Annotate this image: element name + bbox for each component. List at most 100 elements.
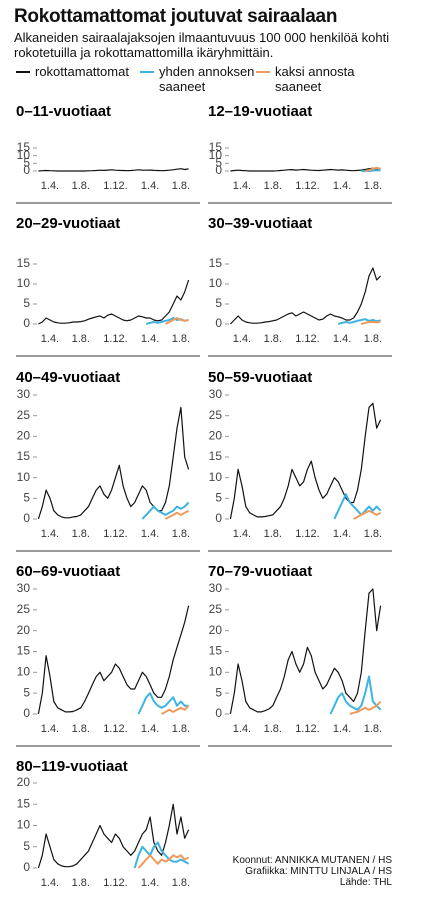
y-tick-label: 15 (17, 449, 31, 463)
x-tick-label: 1.12. (295, 180, 319, 192)
x-tick-label: 1.8. (364, 180, 382, 192)
y-tick-label: 0 (215, 163, 222, 177)
y-tick-label: 0 (215, 511, 222, 525)
x-tick-label: 1.8. (72, 333, 90, 345)
legend-label: kaksi annosta saaneet (275, 64, 355, 94)
y-tick-label: 5 (23, 491, 30, 505)
x-tick-label: 1.8. (364, 723, 382, 735)
x-tick-label: 1.12. (103, 333, 127, 345)
x-tick-label: 1.8. (72, 528, 90, 540)
series-line (349, 700, 382, 715)
series-line (229, 402, 382, 520)
series-line (165, 509, 190, 520)
x-tick-label: 1.12. (295, 528, 319, 540)
y-tick-label: 10 (17, 818, 31, 832)
x-tick-label: 1.8. (364, 528, 382, 540)
y-tick-label: 20 (209, 429, 223, 443)
series-line (353, 509, 382, 520)
x-tick-label: 1.4. (41, 723, 59, 735)
legend-swatch (256, 71, 270, 73)
legend-swatch (16, 71, 30, 73)
panel-title: 30–39-vuotiaat (208, 215, 312, 232)
x-tick-label: 1.4. (233, 333, 251, 345)
series-line (229, 267, 382, 325)
y-tick-label: 5 (215, 156, 222, 170)
panel-title: 20–29-vuotiaat (16, 215, 120, 232)
x-tick-label: 1.12. (103, 877, 127, 889)
legend-item: rokottamattomat (16, 64, 136, 79)
legend-label: rokottamattomat (35, 64, 129, 79)
y-tick-label: 30 (17, 387, 31, 401)
x-tick-label: 1.4. (141, 333, 159, 345)
x-tick-label: 1.4. (333, 333, 351, 345)
x-tick-label: 1.8. (264, 180, 282, 192)
y-tick-label: 30 (209, 387, 223, 401)
legend-swatch (140, 71, 154, 73)
y-tick-label: 25 (17, 602, 31, 616)
y-tick-label: 15 (209, 449, 223, 463)
y-tick-label: 5 (23, 296, 30, 310)
x-tick-label: 1.8. (72, 180, 90, 192)
y-tick-label: 25 (209, 408, 223, 422)
x-tick-label: 1.4. (41, 528, 59, 540)
x-tick-label: 1.12. (103, 723, 127, 735)
series-line (37, 605, 190, 715)
y-tick-label: 5 (215, 685, 222, 699)
series-line (229, 588, 382, 715)
y-tick-label: 0 (23, 511, 30, 525)
x-tick-label: 1.12. (103, 180, 127, 192)
legend-item: yhden annoksen saaneet (140, 64, 258, 94)
x-tick-label: 1.8. (72, 877, 90, 889)
y-tick-label: 15 (17, 256, 31, 270)
y-tick-label: 0 (215, 706, 222, 720)
x-tick-label: 1.8. (264, 723, 282, 735)
y-tick-label: 25 (209, 602, 223, 616)
y-tick-label: 5 (215, 491, 222, 505)
series-line (37, 803, 190, 869)
series-line (137, 854, 190, 869)
y-tick-label: 10 (17, 470, 31, 484)
y-tick-label: 5 (215, 296, 222, 310)
x-tick-label: 1.8. (72, 723, 90, 735)
legend-label: yhden annoksen saaneet (159, 64, 255, 94)
series-line (137, 692, 189, 715)
y-tick-label: 0 (23, 316, 30, 330)
credits: Koonnut: ANNIKKA MUTANEN / HS Grafiikka:… (233, 855, 392, 888)
x-tick-label: 1.8. (172, 877, 190, 889)
y-tick-label: 5 (23, 156, 30, 170)
series-line (329, 675, 382, 715)
x-tick-label: 1.12. (295, 723, 319, 735)
y-tick-label: 20 (209, 623, 223, 637)
series-line (38, 168, 189, 172)
y-tick-label: 10 (209, 148, 223, 162)
y-tick-label: 0 (215, 316, 222, 330)
y-tick-label: 10 (209, 470, 223, 484)
series-line (37, 406, 190, 520)
x-tick-label: 1.4. (141, 723, 159, 735)
y-tick-label: 10 (209, 276, 223, 290)
y-tick-label: 30 (17, 581, 31, 595)
y-tick-label: 15 (17, 644, 31, 658)
y-tick-label: 20 (17, 429, 31, 443)
y-tick-label: 5 (23, 839, 30, 853)
credit-line: Grafiikka: MINTTU LINJALA / HS (245, 866, 392, 877)
panel-title: 40–49-vuotiaat (16, 369, 120, 386)
x-tick-label: 1.12. (103, 528, 127, 540)
series-line (333, 493, 382, 520)
y-tick-label: 25 (17, 408, 31, 422)
panel-title: 70–79-vuotiaat (208, 563, 312, 580)
x-tick-label: 1.4. (333, 528, 351, 540)
x-tick-label: 1.8. (172, 333, 190, 345)
x-tick-label: 1.4. (141, 877, 159, 889)
series-line (364, 166, 381, 172)
x-tick-label: 1.4. (41, 333, 59, 345)
series-line (361, 320, 381, 325)
y-tick-label: 15 (209, 644, 223, 658)
series-line (165, 317, 189, 325)
credit-line: Koonnut: ANNIKKA MUTANEN / HS (232, 855, 392, 866)
x-tick-label: 1.4. (233, 528, 251, 540)
x-tick-label: 1.8. (172, 180, 190, 192)
x-tick-label: 1.8. (364, 333, 382, 345)
y-tick-label: 10 (17, 148, 31, 162)
x-tick-label: 1.4. (141, 528, 159, 540)
